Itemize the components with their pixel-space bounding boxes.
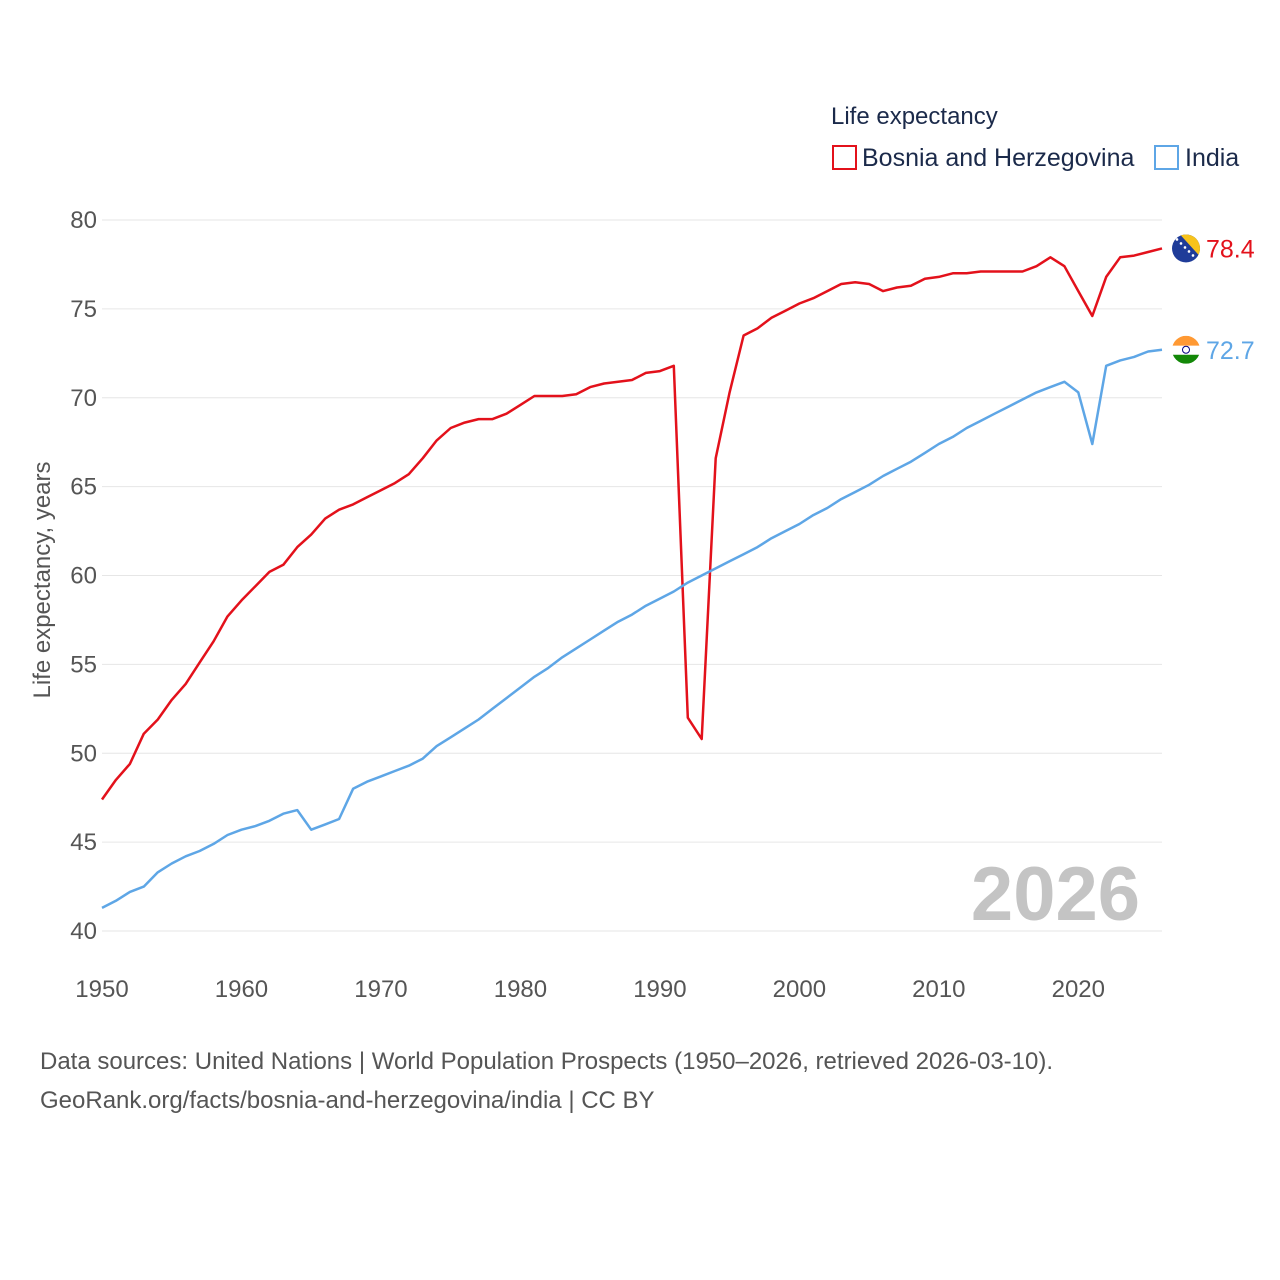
series-layer: [100, 247, 1163, 910]
end-marker-india: 72.7: [1172, 335, 1255, 365]
x-tick-label: 2020: [1052, 976, 1105, 1003]
x-tick-label: 1970: [354, 976, 407, 1003]
source-line-1: Data sources: United Nations | World Pop…: [40, 1048, 1054, 1075]
source-note: Data sources: United Nations | World Pop…: [40, 1042, 1053, 1120]
y-tick-label: 65: [70, 474, 97, 501]
y-tick-label: 75: [70, 296, 97, 323]
year-watermark: 2026: [971, 852, 1140, 937]
x-tick-label: 1950: [75, 976, 128, 1003]
legend-item-bosnia[interactable]: Bosnia and Herzegovina: [832, 144, 1134, 172]
y-tick-label: 60: [70, 563, 97, 590]
y-axis: 40 45 50 55 60 65 70 75 80: [70, 207, 97, 945]
x-tick-label: 2000: [773, 976, 826, 1003]
legend-label-bosnia: Bosnia and Herzegovina: [862, 144, 1134, 172]
line-chart: 40 45 50 55 60 65 70 75 80 1950 1960 1970 1980 1990 2…: [29, 103, 1255, 1003]
end-marker-bosnia: 78.4: [1172, 234, 1255, 263]
x-tick-label: 2010: [912, 976, 965, 1003]
legend-label-india: India: [1185, 144, 1239, 172]
grid: [102, 219, 1162, 932]
source-line-2[interactable]: GeoRank.org/facts/bosnia-and-herzegovina…: [40, 1087, 655, 1114]
legend[interactable]: Life expectancy Bosnia and Herzegovina I…: [831, 103, 1239, 172]
end-label-bosnia: 78.4: [1206, 235, 1255, 263]
y-tick-label: 50: [70, 740, 97, 767]
india-flag-icon: [1172, 335, 1200, 364]
x-axis: 1950 1960 1970 1980 1990 2000 2010 2020: [75, 976, 1105, 1003]
series-line-india: [101, 348, 1163, 910]
bosnia-flag-icon: [1172, 234, 1200, 263]
y-tick-label: 40: [70, 918, 97, 945]
x-tick-label: 1990: [633, 976, 686, 1003]
y-axis-title: Life expectancy, years: [29, 461, 56, 698]
x-tick-label: 1980: [494, 976, 547, 1003]
legend-item-india[interactable]: India: [1154, 144, 1239, 172]
x-tick-label: 1960: [215, 976, 268, 1003]
y-tick-label: 70: [70, 385, 97, 412]
legend-swatch-india: [1154, 145, 1179, 170]
y-tick-label: 45: [70, 829, 97, 856]
series-line-bosnia: [100, 247, 1163, 801]
legend-swatch-bosnia: [832, 145, 857, 170]
y-tick-label: 80: [70, 207, 97, 234]
end-label-india: 72.7: [1206, 337, 1255, 365]
legend-title: Life expectancy: [831, 103, 998, 130]
y-tick-label: 55: [70, 651, 97, 678]
